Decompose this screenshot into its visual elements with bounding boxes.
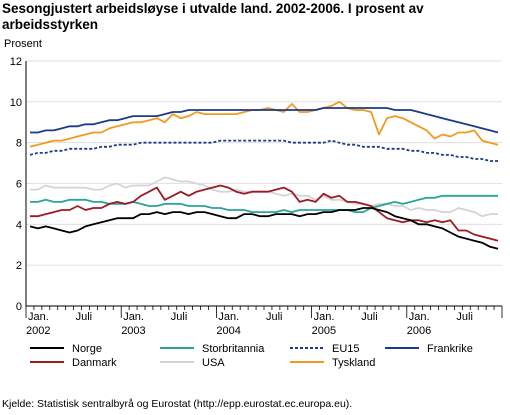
x-tick-label: Juli [266, 311, 283, 323]
y-tick-label: 10 [10, 97, 22, 109]
x-tick-label: Jan. [409, 311, 430, 323]
series-line-danmark [30, 184, 499, 242]
x-tick-label: Jan. [314, 311, 335, 323]
x-tick-label: Jan. [28, 311, 49, 323]
series-line-storbritannia [30, 194, 498, 214]
series-line-eu15 [29, 139, 498, 162]
chart-title: Sesongjustert arbeidsløyse i utvalde lan… [2, 1, 424, 32]
x-tick-year-label: 2005 [312, 325, 336, 337]
y-tick-label: 4 [16, 219, 22, 231]
y-tick-label: 6 [16, 179, 22, 191]
y-tick-label: 8 [16, 138, 22, 150]
y-tick-label: 2 [16, 260, 22, 272]
x-tick-label: Jan. [123, 311, 144, 323]
x-tick-label: Juli [76, 311, 93, 323]
series-line-tyskland [29, 100, 499, 148]
x-tick-year-label: 2003 [121, 325, 145, 337]
x-tick-label: Juli [456, 311, 473, 323]
series-line-norge [29, 207, 499, 250]
x-tick-year-label: 2004 [216, 325, 240, 337]
series-line-frankrike [30, 107, 499, 134]
legend-label-danmark: Danmark [72, 357, 117, 369]
y-axis-label: Prosent [4, 38, 42, 50]
legend-label-storbritannia: Storbritannia [202, 343, 265, 355]
source-note: Kjelde: Statistisk sentralbyrå og Eurost… [2, 398, 353, 410]
y-tick-label: 0 [16, 301, 22, 313]
x-tick-label: Juli [361, 311, 378, 323]
x-tick-year-label: 2002 [26, 325, 50, 337]
legend-label-tyskland: Tyskland [332, 357, 375, 369]
x-tick-label: Juli [171, 311, 188, 323]
legend-label-frankrike: Frankrike [427, 343, 473, 355]
x-tick-year-label: 2006 [407, 325, 431, 337]
legend-label-usa: USA [202, 357, 225, 369]
x-tick-label: Jan. [218, 311, 239, 323]
legend-label-eu15: EU15 [332, 343, 360, 355]
legend-label-norge: Norge [72, 343, 102, 355]
y-tick-label: 12 [10, 56, 22, 68]
